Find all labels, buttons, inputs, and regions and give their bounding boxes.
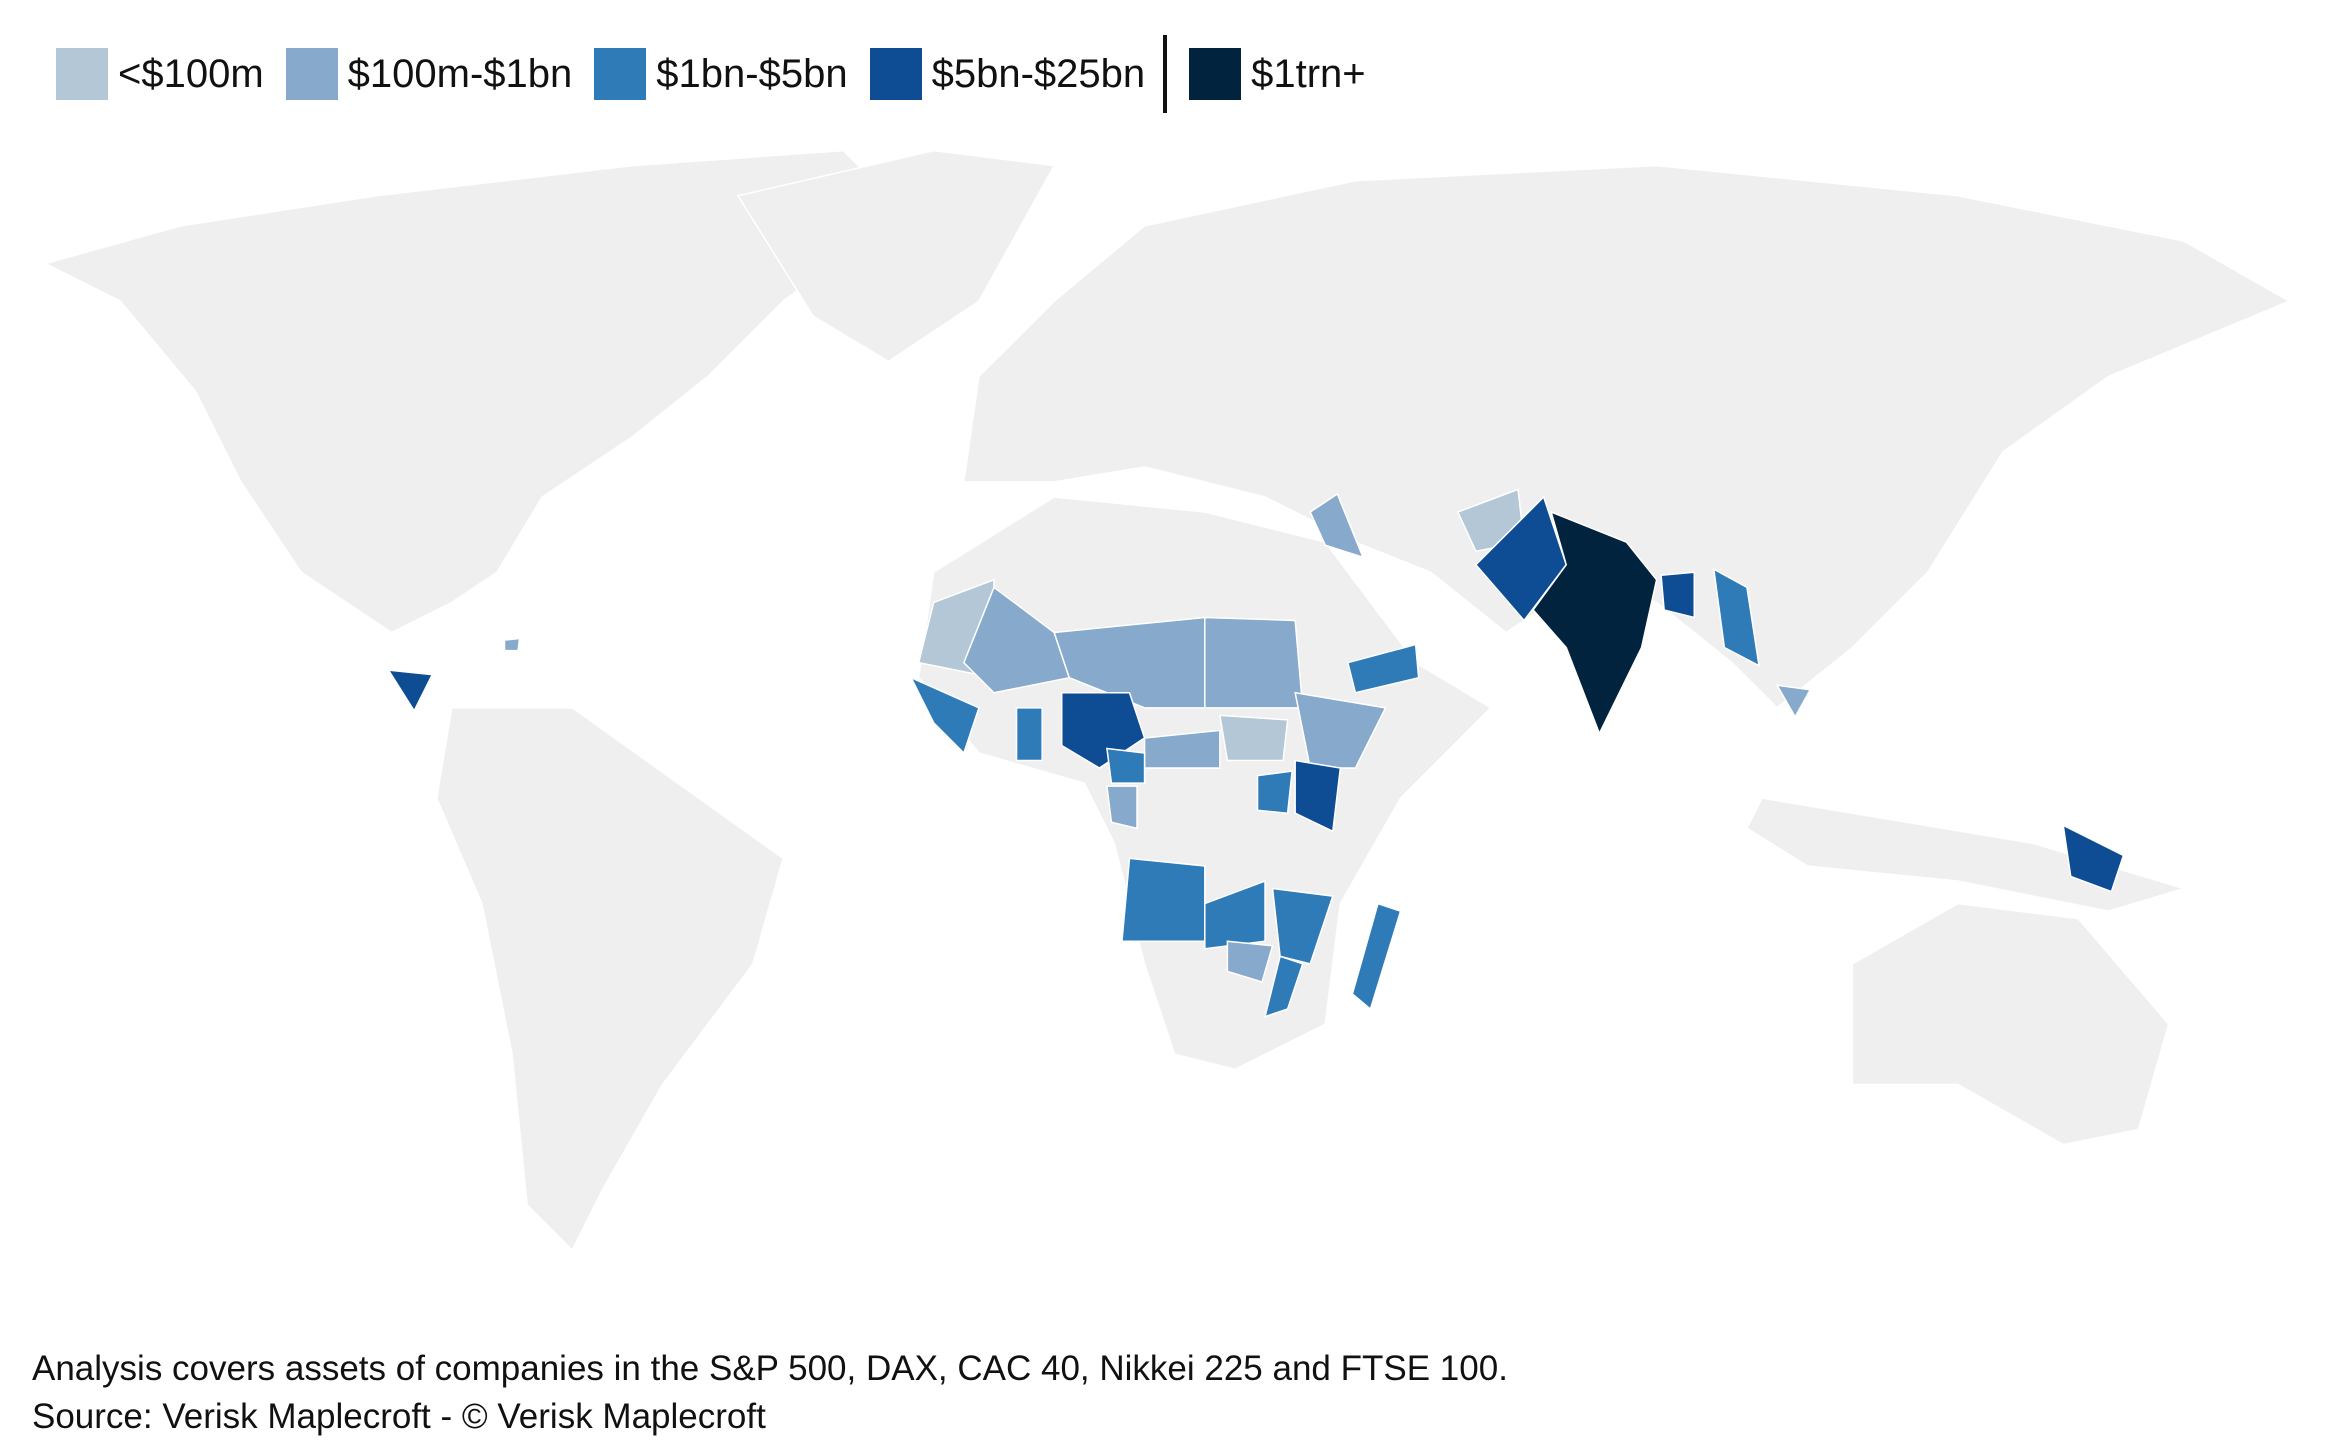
country xyxy=(1712,567,1760,668)
legend-label: $100m-$1bn xyxy=(347,51,573,96)
country xyxy=(1271,887,1334,965)
country xyxy=(1226,940,1274,983)
legend-item: $100m-$1bn xyxy=(285,48,573,100)
greenland xyxy=(736,149,1056,363)
country xyxy=(1204,616,1304,709)
country xyxy=(387,669,434,713)
footer-line: Source: Verisk Maplecroft - © Verisk Map… xyxy=(32,1397,766,1436)
legend-label: <$100m xyxy=(118,51,264,96)
country xyxy=(1121,857,1206,943)
legend-swatch xyxy=(1189,48,1242,100)
country xyxy=(1106,785,1138,830)
country xyxy=(1660,571,1696,619)
country xyxy=(1309,492,1365,559)
country xyxy=(1106,747,1146,784)
country xyxy=(1218,714,1289,762)
country xyxy=(962,586,1071,694)
footer-line: Analysis covers assets of companies in t… xyxy=(32,1349,1508,1388)
legend-item: $5bn-$25bn xyxy=(869,48,1146,100)
australia xyxy=(1851,902,2170,1146)
legend-swatch xyxy=(869,48,922,100)
legend-swatch xyxy=(594,48,647,100)
world-map xyxy=(43,149,2291,1252)
legend-swatch xyxy=(56,48,108,100)
legend-item: $1trn+ xyxy=(1189,48,1366,100)
legend: <$100m $100m-$1bn $1bn-$5bn $5bn-$25bn $1trn… xyxy=(56,35,1388,113)
land xyxy=(43,149,2291,1252)
legend-item: $1bn-$5bn xyxy=(594,48,848,100)
country xyxy=(1351,902,1402,1011)
country xyxy=(1294,691,1387,769)
country xyxy=(1346,643,1420,694)
islands xyxy=(1745,797,2187,912)
legend-label: $1bn-$5bn xyxy=(656,51,848,96)
legend-label: $5bn-$25bn xyxy=(931,51,1146,96)
country xyxy=(1204,879,1266,950)
country xyxy=(1294,759,1342,833)
south-america xyxy=(435,707,784,1252)
footer: Analysis covers assets of companies in t… xyxy=(32,1345,1508,1441)
country xyxy=(1256,770,1293,815)
country xyxy=(1775,684,1812,719)
legend-item: <$100m xyxy=(56,48,264,100)
north-america xyxy=(43,149,905,634)
legend-separator xyxy=(1163,35,1168,113)
africa xyxy=(917,496,1493,1071)
country xyxy=(1053,616,1206,709)
country xyxy=(909,676,980,755)
legend-swatch xyxy=(285,48,338,100)
country xyxy=(1015,707,1043,762)
legend-label: $1trn+ xyxy=(1251,51,1366,96)
country xyxy=(503,637,521,652)
country xyxy=(1532,510,1658,736)
countries xyxy=(387,488,2125,1018)
country xyxy=(1263,955,1304,1018)
country xyxy=(2062,823,2125,893)
country xyxy=(1143,729,1221,769)
